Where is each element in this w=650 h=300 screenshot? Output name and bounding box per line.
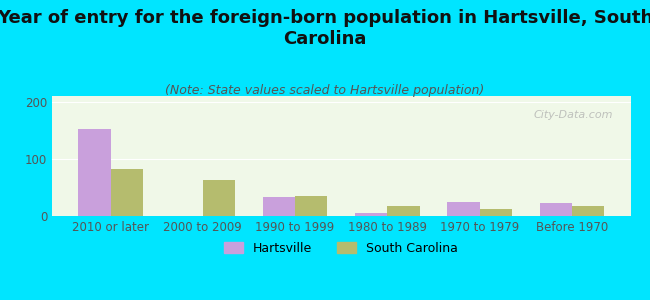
Text: Year of entry for the foreign-born population in Hartsville, South
Carolina: Year of entry for the foreign-born popul… — [0, 9, 650, 48]
Bar — [387, 206, 420, 216]
Legend: Hartsville, South Carolina: Hartsville, South Carolina — [220, 237, 463, 260]
Bar — [447, 202, 480, 216]
Bar — [78, 129, 111, 216]
Bar — [203, 180, 235, 216]
Bar — [111, 169, 143, 216]
Bar — [295, 196, 328, 216]
Text: (Note: State values scaled to Hartsville population): (Note: State values scaled to Hartsville… — [165, 84, 485, 97]
Bar — [540, 203, 572, 216]
Bar — [263, 197, 295, 216]
Text: City-Data.com: City-Data.com — [534, 110, 613, 120]
Bar — [480, 209, 512, 216]
Bar — [572, 206, 604, 216]
Bar — [355, 213, 387, 216]
